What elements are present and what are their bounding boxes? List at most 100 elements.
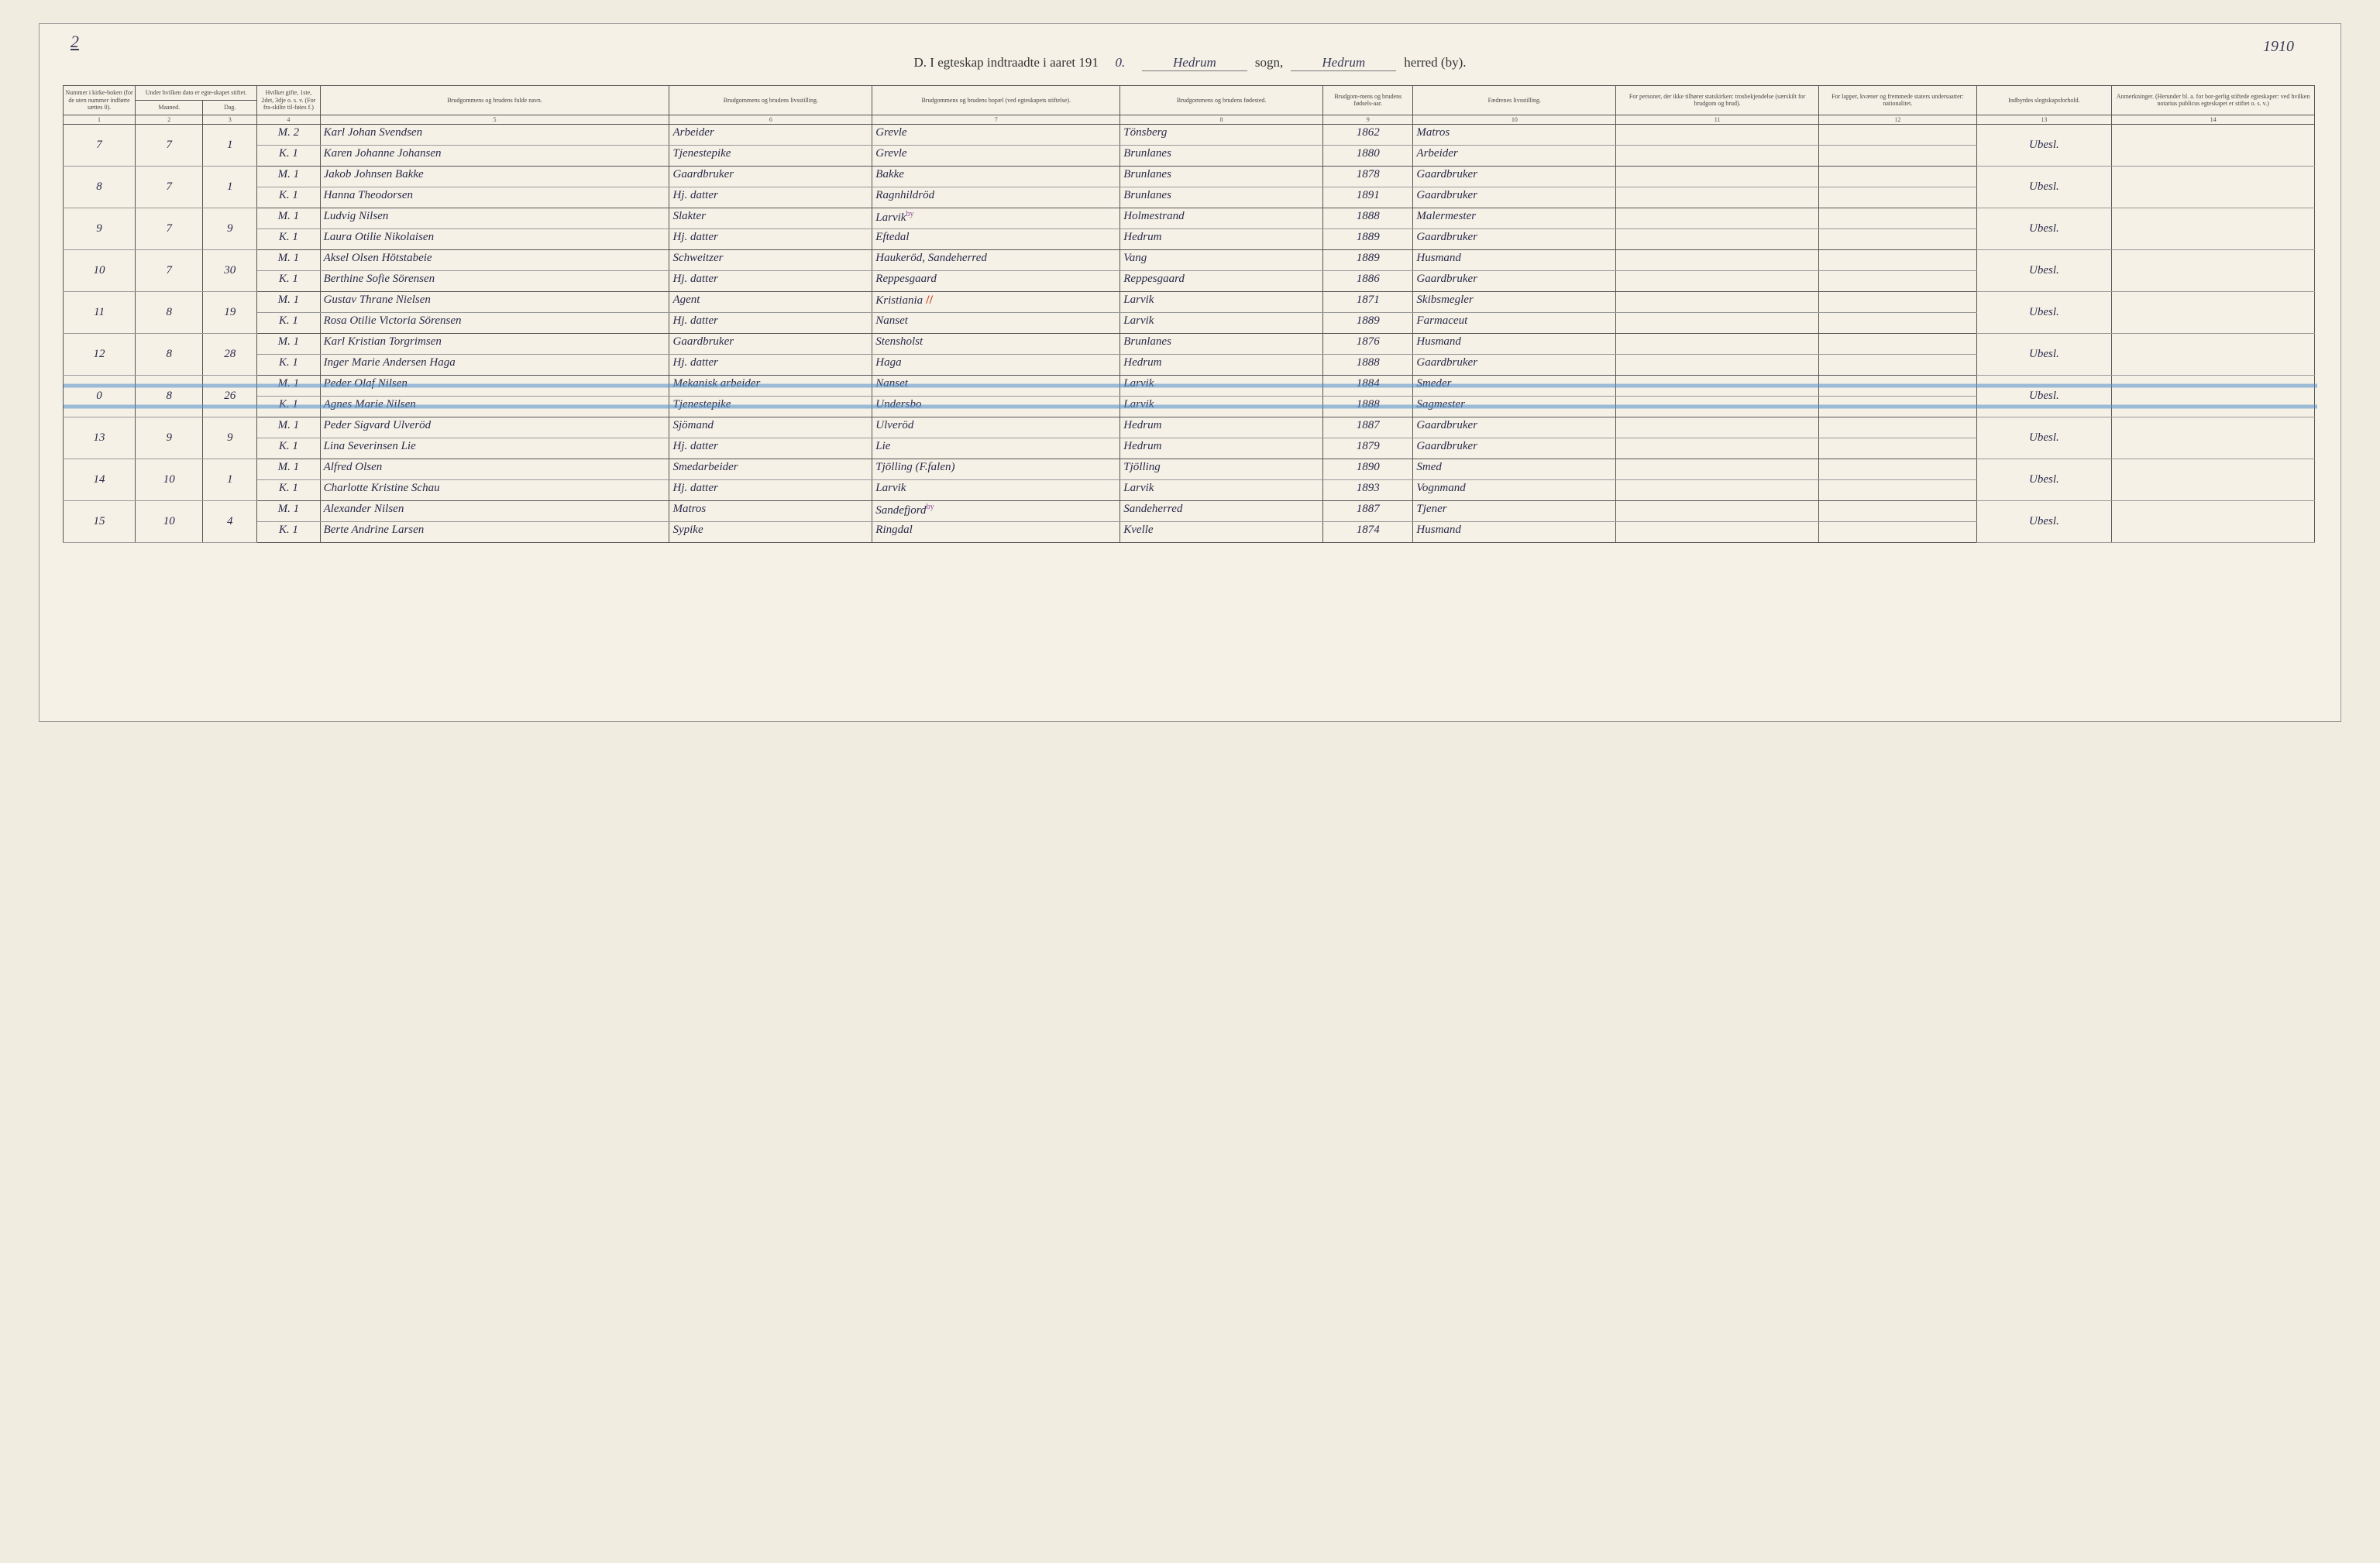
col-number: 5 [320, 115, 669, 125]
table-row: 1399M. 1Peder Sigvard UlverödSjömandUlve… [64, 417, 2317, 438]
name-m: Karl Kristian Torgrimsen [320, 334, 669, 355]
birthyear-k: 1889 [1323, 313, 1413, 334]
day: 19 [203, 292, 257, 334]
residence-k: Ragnhildröd [872, 187, 1120, 208]
father-occ-m: Husmand [1413, 250, 1616, 271]
col-number: 11 [1616, 115, 1819, 125]
relationship: Ubesl. [1976, 501, 2112, 543]
col-header: Brudgommens og brudens fulde navn. [320, 86, 669, 115]
confession [1616, 125, 1819, 146]
residence-m: Grevle [872, 125, 1120, 146]
father-occ-m: Skibsmegler [1413, 292, 1616, 313]
occupation-k: Hj. datter [669, 229, 872, 250]
gifte-k: K. 1 [257, 146, 320, 167]
residence-m: Stensholst [872, 334, 1120, 355]
birthplace-k: Kvelle [1120, 522, 1323, 543]
col-header: Fædrenes livsstilling. [1413, 86, 1616, 115]
name-k: Hanna Theodorsen [320, 187, 669, 208]
record-number: 15 [64, 501, 136, 543]
name-k: Charlotte Kristine Schau [320, 480, 669, 501]
name-k: Inger Marie Andersen Haga [320, 355, 669, 376]
name-m: Peder Sigvard Ulveröd [320, 417, 669, 438]
col-number: 4 [257, 115, 320, 125]
remarks [2112, 459, 2315, 501]
occupation-m: Agent [669, 292, 872, 313]
table-row: 10730M. 1Aksel Olsen HötstabeieSchweitze… [64, 250, 2317, 271]
name-m: Alfred Olsen [320, 459, 669, 480]
father-occ-k: Gaardbruker [1413, 229, 1616, 250]
gifte-k: K. 1 [257, 397, 320, 417]
birthplace-m: Vang [1120, 250, 1323, 271]
birthyear-m: 1876 [1323, 334, 1413, 355]
confession [1616, 376, 1819, 397]
birthplace-k: Larvik [1120, 397, 1323, 417]
residence-k: Larvik [872, 480, 1120, 501]
birthplace-m: Brunlanes [1120, 334, 1323, 355]
name-m: Peder Olaf Nilsen [320, 376, 669, 397]
relationship: Ubesl. [1976, 292, 2112, 334]
page-heading: D. I egteskap indtraadte i aaret 1910. H… [63, 55, 2317, 71]
page-number-top-right: 1910 [2263, 38, 2294, 56]
father-occ-k: Gaardbruker [1413, 355, 1616, 376]
father-occ-m: Smed [1413, 459, 1616, 480]
birthplace-k: Hedrum [1120, 355, 1323, 376]
record-number: 14 [64, 459, 136, 501]
month: 7 [136, 125, 203, 167]
table-row: 871M. 1Jakob Johnsen BakkeGaardbrukerBak… [64, 167, 2317, 187]
birthyear-m: 1888 [1323, 208, 1413, 229]
occupation-m: Matros [669, 501, 872, 522]
occupation-m: Mekanisk arbeider [669, 376, 872, 397]
nationality [1819, 250, 1977, 271]
residence-m: Haukeröd, Sandeherred [872, 250, 1120, 271]
col-number: 7 [872, 115, 1120, 125]
father-occ-k: Gaardbruker [1413, 187, 1616, 208]
table-row: 771M. 2Karl Johan SvendsenArbeiderGrevle… [64, 125, 2317, 146]
birthplace-m: Brunlanes [1120, 167, 1323, 187]
occupation-k: Sypike [669, 522, 872, 543]
day: 9 [203, 417, 257, 459]
birthplace-m: Tönsberg [1120, 125, 1323, 146]
birthplace-m: Larvik [1120, 376, 1323, 397]
gifte-m: M. 1 [257, 417, 320, 438]
gifte-m: M. 1 [257, 376, 320, 397]
father-occ-k: Gaardbruker [1413, 438, 1616, 459]
name-m: Aksel Olsen Hötstabeie [320, 250, 669, 271]
father-occ-k: Sagmester [1413, 397, 1616, 417]
birthyear-m: 1889 [1323, 250, 1413, 271]
remarks [2112, 250, 2315, 292]
occupation-m: Gaardbruker [669, 167, 872, 187]
birthyear-k: 1888 [1323, 355, 1413, 376]
confession [1616, 459, 1819, 480]
remarks [2112, 376, 2315, 417]
occupation-k: Hj. datter [669, 480, 872, 501]
sogn-label: sogn, [1255, 55, 1283, 70]
confession [1616, 271, 1819, 292]
occupation-k: Hj. datter [669, 438, 872, 459]
gifte-m: M. 1 [257, 501, 320, 522]
residence-k: Eftedal [872, 229, 1120, 250]
nationality [1819, 397, 1977, 417]
residence-k: Lie [872, 438, 1120, 459]
record-number: 9 [64, 208, 136, 250]
remarks [2112, 334, 2315, 376]
residence-m: Nanset [872, 376, 1120, 397]
nationality [1819, 438, 1977, 459]
confession [1616, 292, 1819, 313]
marriage-register-table: Nummer i kirke-boken (for de uten nummer… [63, 85, 2317, 543]
relationship: Ubesl. [1976, 334, 2112, 376]
occupation-m: Arbeider [669, 125, 872, 146]
nationality [1819, 376, 1977, 397]
month: 8 [136, 292, 203, 334]
birthplace-k: Reppesgaard [1120, 271, 1323, 292]
month: 7 [136, 208, 203, 250]
father-occ-m: Tjener [1413, 501, 1616, 522]
name-m: Gustav Thrane Nielsen [320, 292, 669, 313]
occupation-k: Tjenestepike [669, 397, 872, 417]
gifte-k: K. 1 [257, 229, 320, 250]
birthplace-m: Tjölling [1120, 459, 1323, 480]
confession [1616, 417, 1819, 438]
nationality [1819, 355, 1977, 376]
nationality [1819, 167, 1977, 187]
birthyear-m: 1887 [1323, 417, 1413, 438]
day: 30 [203, 250, 257, 292]
